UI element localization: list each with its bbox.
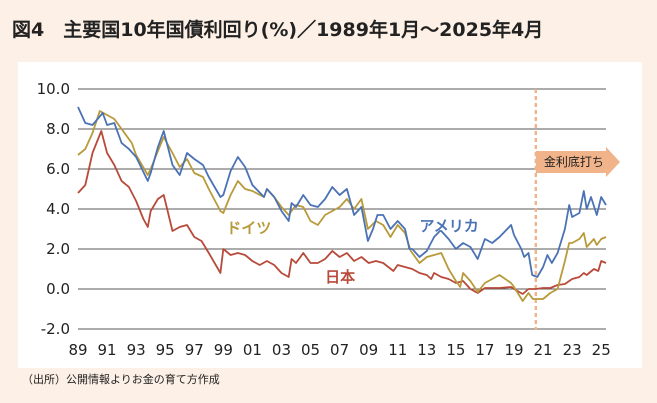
y-tick-label: 0.0 bbox=[46, 280, 70, 298]
series-line-1 bbox=[77, 110, 607, 302]
x-tick-label: 05 bbox=[301, 341, 320, 359]
chart-title: 図4 主要国10年国債利回り(%)／1989年1月～2025年4月 bbox=[12, 18, 543, 41]
x-tick-label: 07 bbox=[330, 341, 349, 359]
series-line-0 bbox=[77, 106, 607, 278]
x-tick-label: 21 bbox=[534, 341, 553, 359]
y-tick-label: 10.0 bbox=[37, 80, 70, 98]
source-note: （出所）公開情報よりお金の育て方作成 bbox=[22, 372, 220, 386]
y-tick-label: 8.0 bbox=[46, 120, 70, 138]
x-tick-label: 03 bbox=[272, 341, 291, 359]
x-tick-label: 23 bbox=[563, 341, 582, 359]
gridlines bbox=[78, 88, 606, 330]
y-tick-label: -2.0 bbox=[41, 320, 70, 338]
annotation-label: 金利底打ち bbox=[544, 154, 604, 169]
y-axis-ticks: 10.0 8.0 6.0 4.0 2.0 0.0 -2.0 bbox=[37, 80, 70, 338]
x-tick-label: 25 bbox=[592, 341, 611, 359]
x-tick-label: 11 bbox=[388, 341, 407, 359]
x-tick-label: 19 bbox=[504, 341, 523, 359]
series-line-2 bbox=[77, 130, 607, 295]
series-lines bbox=[77, 106, 607, 302]
plot-area-background bbox=[18, 62, 642, 368]
x-tick-label: 13 bbox=[417, 341, 436, 359]
y-tick-label: 4.0 bbox=[46, 200, 70, 218]
x-tick-label: 95 bbox=[156, 341, 175, 359]
x-axis-ticks: 89 91 93 95 97 99 01 03 05 07 09 11 13 15 17 19 21 23 25 bbox=[68, 341, 610, 359]
x-tick-label: 89 bbox=[68, 341, 87, 359]
x-tick-label: 15 bbox=[446, 341, 465, 359]
x-tick-label: 97 bbox=[185, 341, 204, 359]
x-tick-label: 91 bbox=[98, 341, 117, 359]
annotation-group: 金利底打ち bbox=[534, 89, 620, 330]
x-tick-label: 17 bbox=[475, 341, 494, 359]
annotation-arrow bbox=[535, 147, 620, 177]
series-label-1: ドイツ bbox=[226, 219, 271, 237]
x-tick-label: 93 bbox=[127, 341, 146, 359]
y-tick-label: 2.0 bbox=[46, 240, 70, 258]
x-tick-label: 99 bbox=[214, 341, 233, 359]
series-label-2: 日本 bbox=[325, 268, 355, 286]
x-tick-label: 01 bbox=[243, 341, 262, 359]
y-tick-label: 6.0 bbox=[46, 160, 70, 178]
x-tick-label: 09 bbox=[359, 341, 378, 359]
series-label-0: アメリカ bbox=[420, 217, 479, 235]
